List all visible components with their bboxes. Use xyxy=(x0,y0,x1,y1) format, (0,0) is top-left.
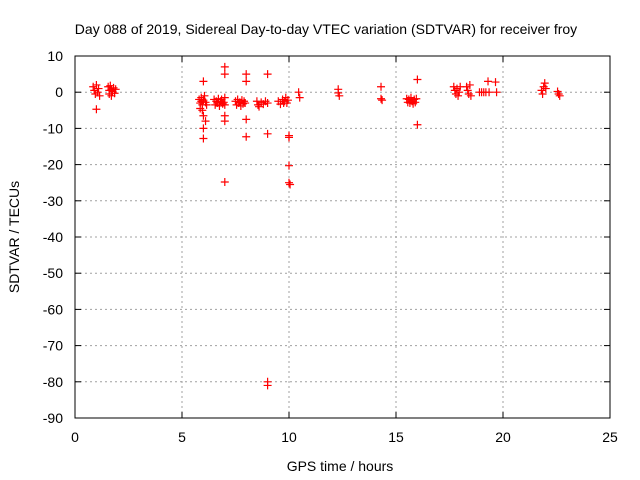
x-tick-label: 25 xyxy=(602,429,618,445)
data-point-plus xyxy=(454,91,463,100)
data-point-plus xyxy=(240,97,249,106)
axis-ticks xyxy=(74,55,611,419)
data-point-plus xyxy=(491,78,500,87)
data-point-plus xyxy=(241,99,250,108)
data-point-plus xyxy=(335,91,344,100)
y-tick-label: -60 xyxy=(43,301,63,317)
data-point-plus xyxy=(285,161,293,170)
y-tick-label: 0 xyxy=(55,84,63,100)
data-point-plus xyxy=(283,96,292,105)
y-tick-label: -20 xyxy=(43,157,63,173)
y-tick-label: -30 xyxy=(43,193,63,209)
data-point-plus xyxy=(202,100,211,109)
data-point-plus xyxy=(263,70,272,79)
data-point-plus xyxy=(412,94,421,103)
data-point-plus xyxy=(413,120,422,129)
y-tick-labels: 10 0 -10 -20 -30 -40 -50 -60 -70 -80 -90 xyxy=(43,48,63,426)
y-tick-label: -40 xyxy=(43,229,63,245)
data-point-plus xyxy=(199,124,208,133)
data-point-plus xyxy=(286,180,295,189)
x-tick-label: 10 xyxy=(281,429,297,445)
data-point-plus xyxy=(220,117,229,126)
data-point-plus xyxy=(484,77,493,86)
data-point-plus xyxy=(199,134,208,143)
data-point-plus xyxy=(242,70,251,79)
data-point-plus xyxy=(554,90,563,99)
data-point-plus xyxy=(455,88,464,97)
data-point-plus xyxy=(220,70,229,79)
data-point-plus xyxy=(555,91,564,100)
data-point-plus xyxy=(255,102,264,111)
data-point-plus xyxy=(263,129,272,138)
x-tick-label: 20 xyxy=(495,429,511,445)
data-point-plus xyxy=(539,82,548,91)
y-tick-label: -80 xyxy=(43,374,63,390)
x-tick-label: 5 xyxy=(178,429,186,445)
x-axis-label: GPS time / hours xyxy=(287,458,394,474)
data-point-plus xyxy=(199,111,208,120)
data-point-plus xyxy=(110,89,119,98)
data-point-plus xyxy=(541,84,550,93)
data-point-plus xyxy=(111,85,120,94)
data-point-plus xyxy=(285,178,293,187)
y-axis-label: SDTVAR / TECUs xyxy=(6,181,22,293)
data-point-plus xyxy=(263,99,272,108)
data-point-plus xyxy=(377,82,386,91)
data-point-plus xyxy=(242,77,251,86)
grid-lines xyxy=(75,56,610,418)
y-tick-label: -50 xyxy=(43,265,63,281)
data-point-plus xyxy=(413,75,422,84)
data-point-plus xyxy=(201,117,210,126)
y-tick-label: 10 xyxy=(47,48,63,64)
data-point-plus xyxy=(220,177,229,186)
data-point-plus xyxy=(485,88,494,97)
data-point-plus xyxy=(92,105,101,114)
data-point-plus xyxy=(377,94,386,103)
data-point-plus xyxy=(465,80,474,89)
data-point-plus xyxy=(242,115,251,124)
data-point-plus xyxy=(94,84,103,93)
x-tick-labels: 0 5 10 15 20 25 xyxy=(71,429,618,445)
y-tick-label: -90 xyxy=(43,410,63,426)
data-point-plus xyxy=(95,91,104,100)
data-point-plus xyxy=(295,93,304,102)
data-point-plus xyxy=(464,90,473,99)
data-point-plus xyxy=(294,88,303,97)
data-point-plus xyxy=(285,133,293,142)
data-point-plus xyxy=(463,86,472,95)
data-point-plus xyxy=(242,132,251,141)
x-tick-label: 0 xyxy=(71,429,79,445)
data-point-plus xyxy=(198,106,207,115)
data-point-plus xyxy=(411,98,420,107)
data-point-plus xyxy=(199,77,208,86)
data-point-plus xyxy=(263,381,272,390)
data-point-plus xyxy=(220,100,229,109)
data-point-plus xyxy=(492,88,501,97)
data-point-plus xyxy=(466,91,475,100)
data-points xyxy=(89,62,564,390)
data-point-plus xyxy=(537,86,546,95)
x-tick-label: 15 xyxy=(388,429,404,445)
data-point-plus xyxy=(540,79,549,88)
data-point-plus xyxy=(196,104,205,113)
data-point-plus xyxy=(252,97,261,106)
y-tick-label: -70 xyxy=(43,338,63,354)
data-point-plus xyxy=(220,93,229,102)
data-point-plus xyxy=(378,96,387,105)
data-point-plus xyxy=(200,91,209,100)
data-point-plus xyxy=(538,90,547,99)
y-tick-label: -10 xyxy=(43,120,63,136)
chart-title: Day 088 of 2019, Sidereal Day-to-day VTE… xyxy=(75,21,577,37)
data-point-plus xyxy=(220,62,229,71)
